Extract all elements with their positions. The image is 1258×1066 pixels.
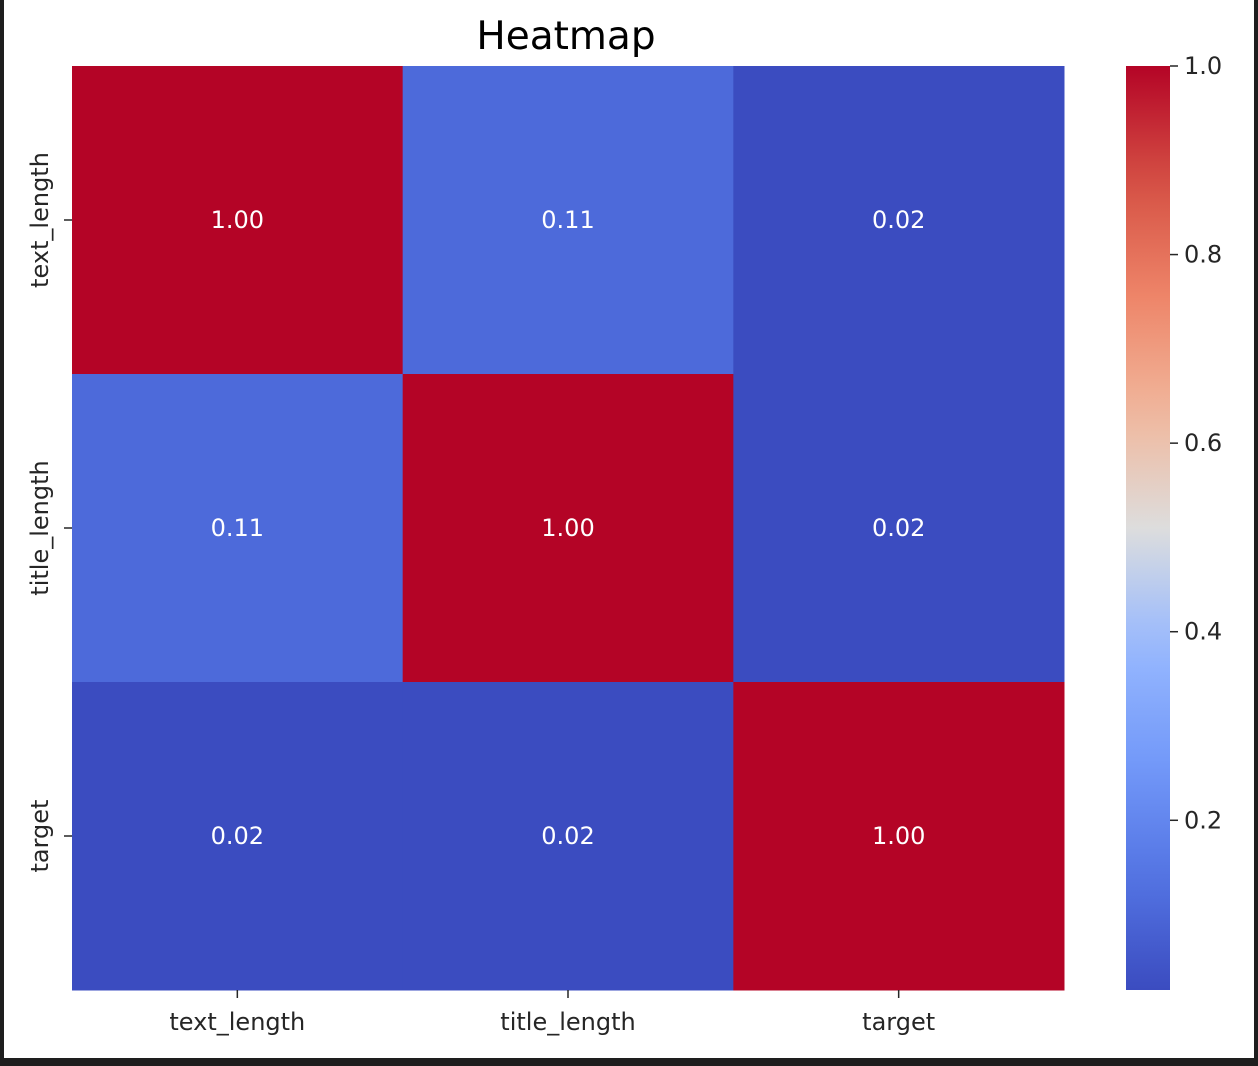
heatmap-cell-0-0 xyxy=(72,66,404,375)
colorbar-tick-label-2: 0.6 xyxy=(1184,429,1222,457)
x-tick-label-1: title_length xyxy=(500,1008,635,1036)
heatmap-cell-0-2 xyxy=(733,66,1065,375)
figure-canvas: Heatmap 1.00 0.11 0.02 0.11 1.00 0.02 0.02 0.02… xyxy=(4,0,1254,1058)
colorbar: 0.2 0.4 0.6 0.8 1.0 xyxy=(1126,52,1222,990)
heatmap-cell-1-0 xyxy=(72,374,404,683)
cell-annotation-1-2: 0.02 xyxy=(872,514,925,542)
cell-annotation-2-2: 1.00 xyxy=(872,822,925,850)
x-tick-label-2: target xyxy=(862,1008,935,1036)
cell-annotation-0-2: 0.02 xyxy=(872,206,925,234)
cell-annotation-1-1: 1.00 xyxy=(541,514,594,542)
cell-annotation-2-0: 0.02 xyxy=(211,822,264,850)
colorbar-gradient xyxy=(1126,66,1170,990)
colorbar-tick-label-1: 0.4 xyxy=(1184,618,1222,646)
chart-title: Heatmap xyxy=(476,14,655,59)
heatmap-cell-0-1 xyxy=(402,66,734,375)
heatmap-cell-2-0 xyxy=(72,682,404,991)
cell-annotation-0-0: 1.00 xyxy=(211,206,264,234)
y-tick-label-2: target xyxy=(26,800,54,873)
heatmap-cells: 1.00 0.11 0.02 0.11 1.00 0.02 0.02 0.02 1.00 xyxy=(72,66,1065,991)
colorbar-tick-label-3: 0.8 xyxy=(1184,241,1222,269)
cell-annotation-2-1: 0.02 xyxy=(541,822,594,850)
heatmap-figure: Heatmap 1.00 0.11 0.02 0.11 1.00 0.02 0.02 0.02… xyxy=(26,14,1222,1036)
cell-annotation-0-1: 0.11 xyxy=(541,206,594,234)
heatmap-cell-1-2 xyxy=(733,374,1065,683)
colorbar-tick-label-4: 1.0 xyxy=(1184,52,1222,80)
x-tick-label-0: text_length xyxy=(169,1008,305,1036)
heatmap-cell-2-1 xyxy=(402,682,734,991)
cell-annotation-1-0: 0.11 xyxy=(211,514,264,542)
heatmap-cell-1-1 xyxy=(402,374,734,683)
x-axis-ticks: text_length title_length target xyxy=(169,990,935,1036)
heatmap-cell-2-2 xyxy=(733,682,1065,991)
y-tick-label-0: text_length xyxy=(26,152,54,288)
colorbar-tick-label-0: 0.2 xyxy=(1184,806,1222,834)
y-tick-label-1: title_length xyxy=(26,460,54,595)
